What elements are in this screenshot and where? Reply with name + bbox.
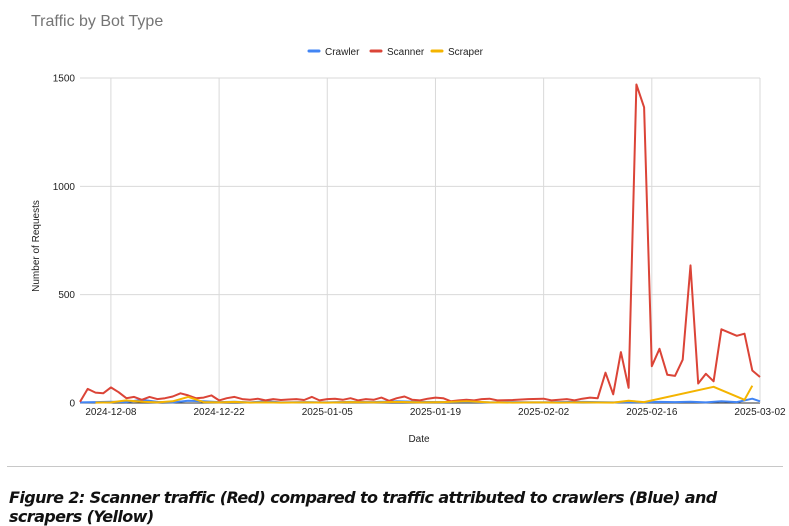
y-axis-label: Number of Requests (31, 200, 42, 292)
legend-label: Scraper (448, 47, 484, 58)
y-tick-label: 500 (58, 290, 75, 301)
y-axis: 0 500 1000 1500 (53, 74, 76, 410)
traffic-chart: Traffic by Bot Type Crawler Scanner Scrape… (31, 13, 786, 445)
series-line-scraper (95, 385, 754, 404)
legend-label: Crawler (325, 47, 360, 58)
figure-caption: Figure 2: Scanner traffic (Red) compared… (9, 488, 717, 526)
y-tick-label: 0 (69, 399, 75, 410)
x-tick-label: 2025-03-02 (734, 407, 786, 418)
x-tick-label: 2025-02-16 (626, 407, 678, 418)
x-tick-label: 2025-01-05 (302, 407, 354, 418)
legend: Crawler Scanner Scraper (307, 47, 484, 58)
series-line-scanner (79, 83, 761, 403)
x-tick-label: 2025-02-02 (518, 407, 570, 418)
legend-label: Scanner (387, 47, 425, 58)
caption-divider (7, 466, 783, 467)
y-tick-label: 1000 (53, 182, 76, 193)
x-axis: 2024-12-08 2024-12-22 2025-01-05 2025-01-19… (85, 407, 786, 418)
x-tick-label: 2025-01-19 (410, 407, 462, 418)
legend-item-scanner: Scanner (369, 47, 425, 58)
legend-item-scraper: Scraper (430, 47, 484, 58)
x-tick-label: 2024-12-22 (194, 407, 246, 418)
x-axis-label: Date (408, 434, 430, 445)
x-tick-label: 2024-12-08 (85, 407, 137, 418)
y-tick-label: 1500 (53, 74, 76, 85)
series-lines (79, 83, 761, 404)
legend-item-crawler: Crawler (307, 47, 360, 58)
chart-title: Traffic by Bot Type (31, 13, 163, 30)
